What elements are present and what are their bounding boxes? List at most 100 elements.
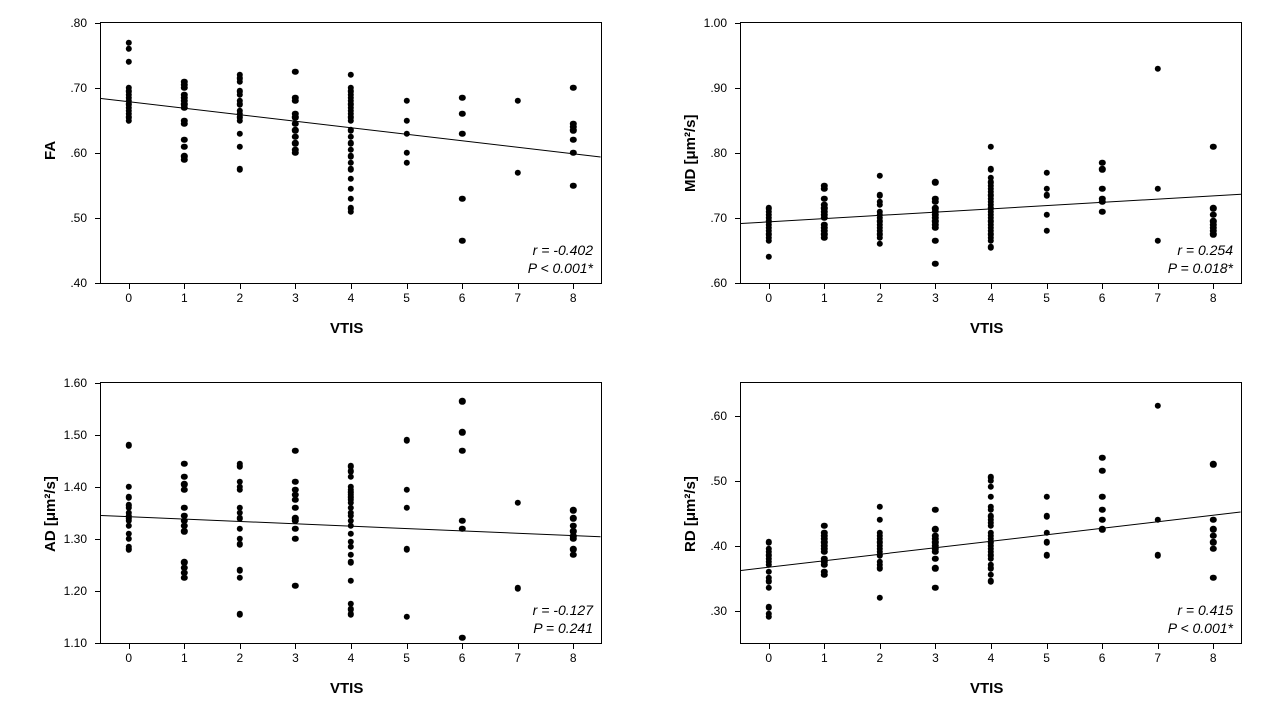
x-tick-label: 1 xyxy=(821,291,828,305)
data-point xyxy=(877,503,883,509)
data-point xyxy=(1099,208,1105,214)
x-tick xyxy=(769,643,770,649)
stat-p: P = 0.241 xyxy=(533,620,593,638)
data-point xyxy=(1210,575,1216,581)
data-point xyxy=(181,528,187,534)
chart-grid: 012345678.40.50.60.70.80r = -0.402P < 0.… xyxy=(0,0,1280,720)
x-tick xyxy=(935,643,936,649)
x-tick-label: 8 xyxy=(1210,291,1217,305)
data-point xyxy=(1099,166,1105,172)
x-tick-label: 3 xyxy=(932,291,939,305)
data-point xyxy=(1043,192,1049,198)
data-point xyxy=(459,518,465,524)
data-point xyxy=(766,585,772,591)
y-tick xyxy=(735,416,741,417)
data-point xyxy=(932,225,938,231)
x-tick xyxy=(1102,643,1103,649)
x-tick-label: 2 xyxy=(877,651,884,665)
x-tick-label: 5 xyxy=(1043,291,1050,305)
data-point xyxy=(1154,186,1160,192)
data-point xyxy=(1043,228,1049,234)
x-tick xyxy=(1102,283,1103,289)
data-point xyxy=(181,460,187,466)
data-point xyxy=(514,499,520,505)
data-point xyxy=(988,572,994,578)
data-point xyxy=(348,551,354,557)
x-tick-label: 4 xyxy=(348,291,355,305)
data-point xyxy=(348,117,354,123)
x-tick xyxy=(573,643,574,649)
data-point xyxy=(181,121,187,127)
y-tick-label: 1.10 xyxy=(47,636,87,650)
data-point xyxy=(237,575,243,581)
data-point xyxy=(932,585,938,591)
data-point xyxy=(1210,546,1216,552)
x-tick-label: 6 xyxy=(459,291,466,305)
data-point xyxy=(292,447,298,453)
data-point xyxy=(821,562,827,568)
x-tick xyxy=(462,643,463,649)
x-tick-label: 1 xyxy=(181,651,188,665)
data-point xyxy=(181,85,187,91)
y-tick xyxy=(95,88,101,89)
data-point xyxy=(1043,494,1049,500)
y-tick-label: .60 xyxy=(687,276,727,290)
data-point xyxy=(1043,169,1049,175)
data-point xyxy=(459,635,465,641)
data-point xyxy=(932,526,938,532)
x-tick xyxy=(824,643,825,649)
data-point xyxy=(126,536,132,542)
x-tick-label: 7 xyxy=(1154,291,1161,305)
y-tick xyxy=(735,23,741,24)
data-point xyxy=(988,244,994,250)
data-point xyxy=(766,238,772,244)
y-tick xyxy=(95,218,101,219)
y-tick xyxy=(95,487,101,488)
data-point xyxy=(403,614,409,620)
stat-r: r = -0.402 xyxy=(528,242,593,260)
data-point xyxy=(1154,238,1160,244)
data-point xyxy=(1043,212,1049,218)
data-point xyxy=(292,479,298,485)
data-point xyxy=(181,143,187,149)
data-point xyxy=(126,39,132,45)
plot-area: 012345678.30.40.50.60r = 0.415P < 0.001* xyxy=(740,382,1242,644)
data-point xyxy=(292,127,298,133)
data-point xyxy=(932,565,938,571)
y-tick xyxy=(735,218,741,219)
y-axis-label: MD [μm²/s] xyxy=(682,114,699,192)
x-tick xyxy=(184,283,185,289)
y-axis-label: RD [μm²/s] xyxy=(682,476,699,552)
data-point xyxy=(766,614,772,620)
data-point xyxy=(403,437,409,443)
data-point xyxy=(766,604,772,610)
y-tick xyxy=(95,153,101,154)
x-tick xyxy=(824,283,825,289)
x-tick xyxy=(295,283,296,289)
stats-annotation: r = -0.127P = 0.241 xyxy=(533,602,593,637)
x-tick xyxy=(518,283,519,289)
data-point xyxy=(988,143,994,149)
plot-area: 0123456781.101.201.301.401.501.60r = -0.… xyxy=(100,382,602,644)
data-point xyxy=(1043,513,1049,519)
data-point xyxy=(348,559,354,565)
x-tick-label: 3 xyxy=(292,291,299,305)
x-tick-label: 5 xyxy=(403,651,410,665)
y-tick xyxy=(735,546,741,547)
x-tick xyxy=(880,643,881,649)
x-tick xyxy=(991,283,992,289)
data-point xyxy=(237,130,243,136)
data-point xyxy=(514,585,520,591)
x-tick xyxy=(991,643,992,649)
x-tick-label: 2 xyxy=(237,291,244,305)
y-tick-label: .30 xyxy=(687,604,727,618)
x-tick-label: 6 xyxy=(1099,651,1106,665)
x-tick xyxy=(129,643,130,649)
data-point xyxy=(292,583,298,589)
x-tick-label: 8 xyxy=(570,651,577,665)
data-point xyxy=(237,486,243,492)
x-tick-label: 6 xyxy=(459,651,466,665)
panel-rd: 012345678.30.40.50.60r = 0.415P < 0.001*… xyxy=(660,370,1260,710)
y-tick-label: .40 xyxy=(47,276,87,290)
x-tick-label: 8 xyxy=(570,291,577,305)
